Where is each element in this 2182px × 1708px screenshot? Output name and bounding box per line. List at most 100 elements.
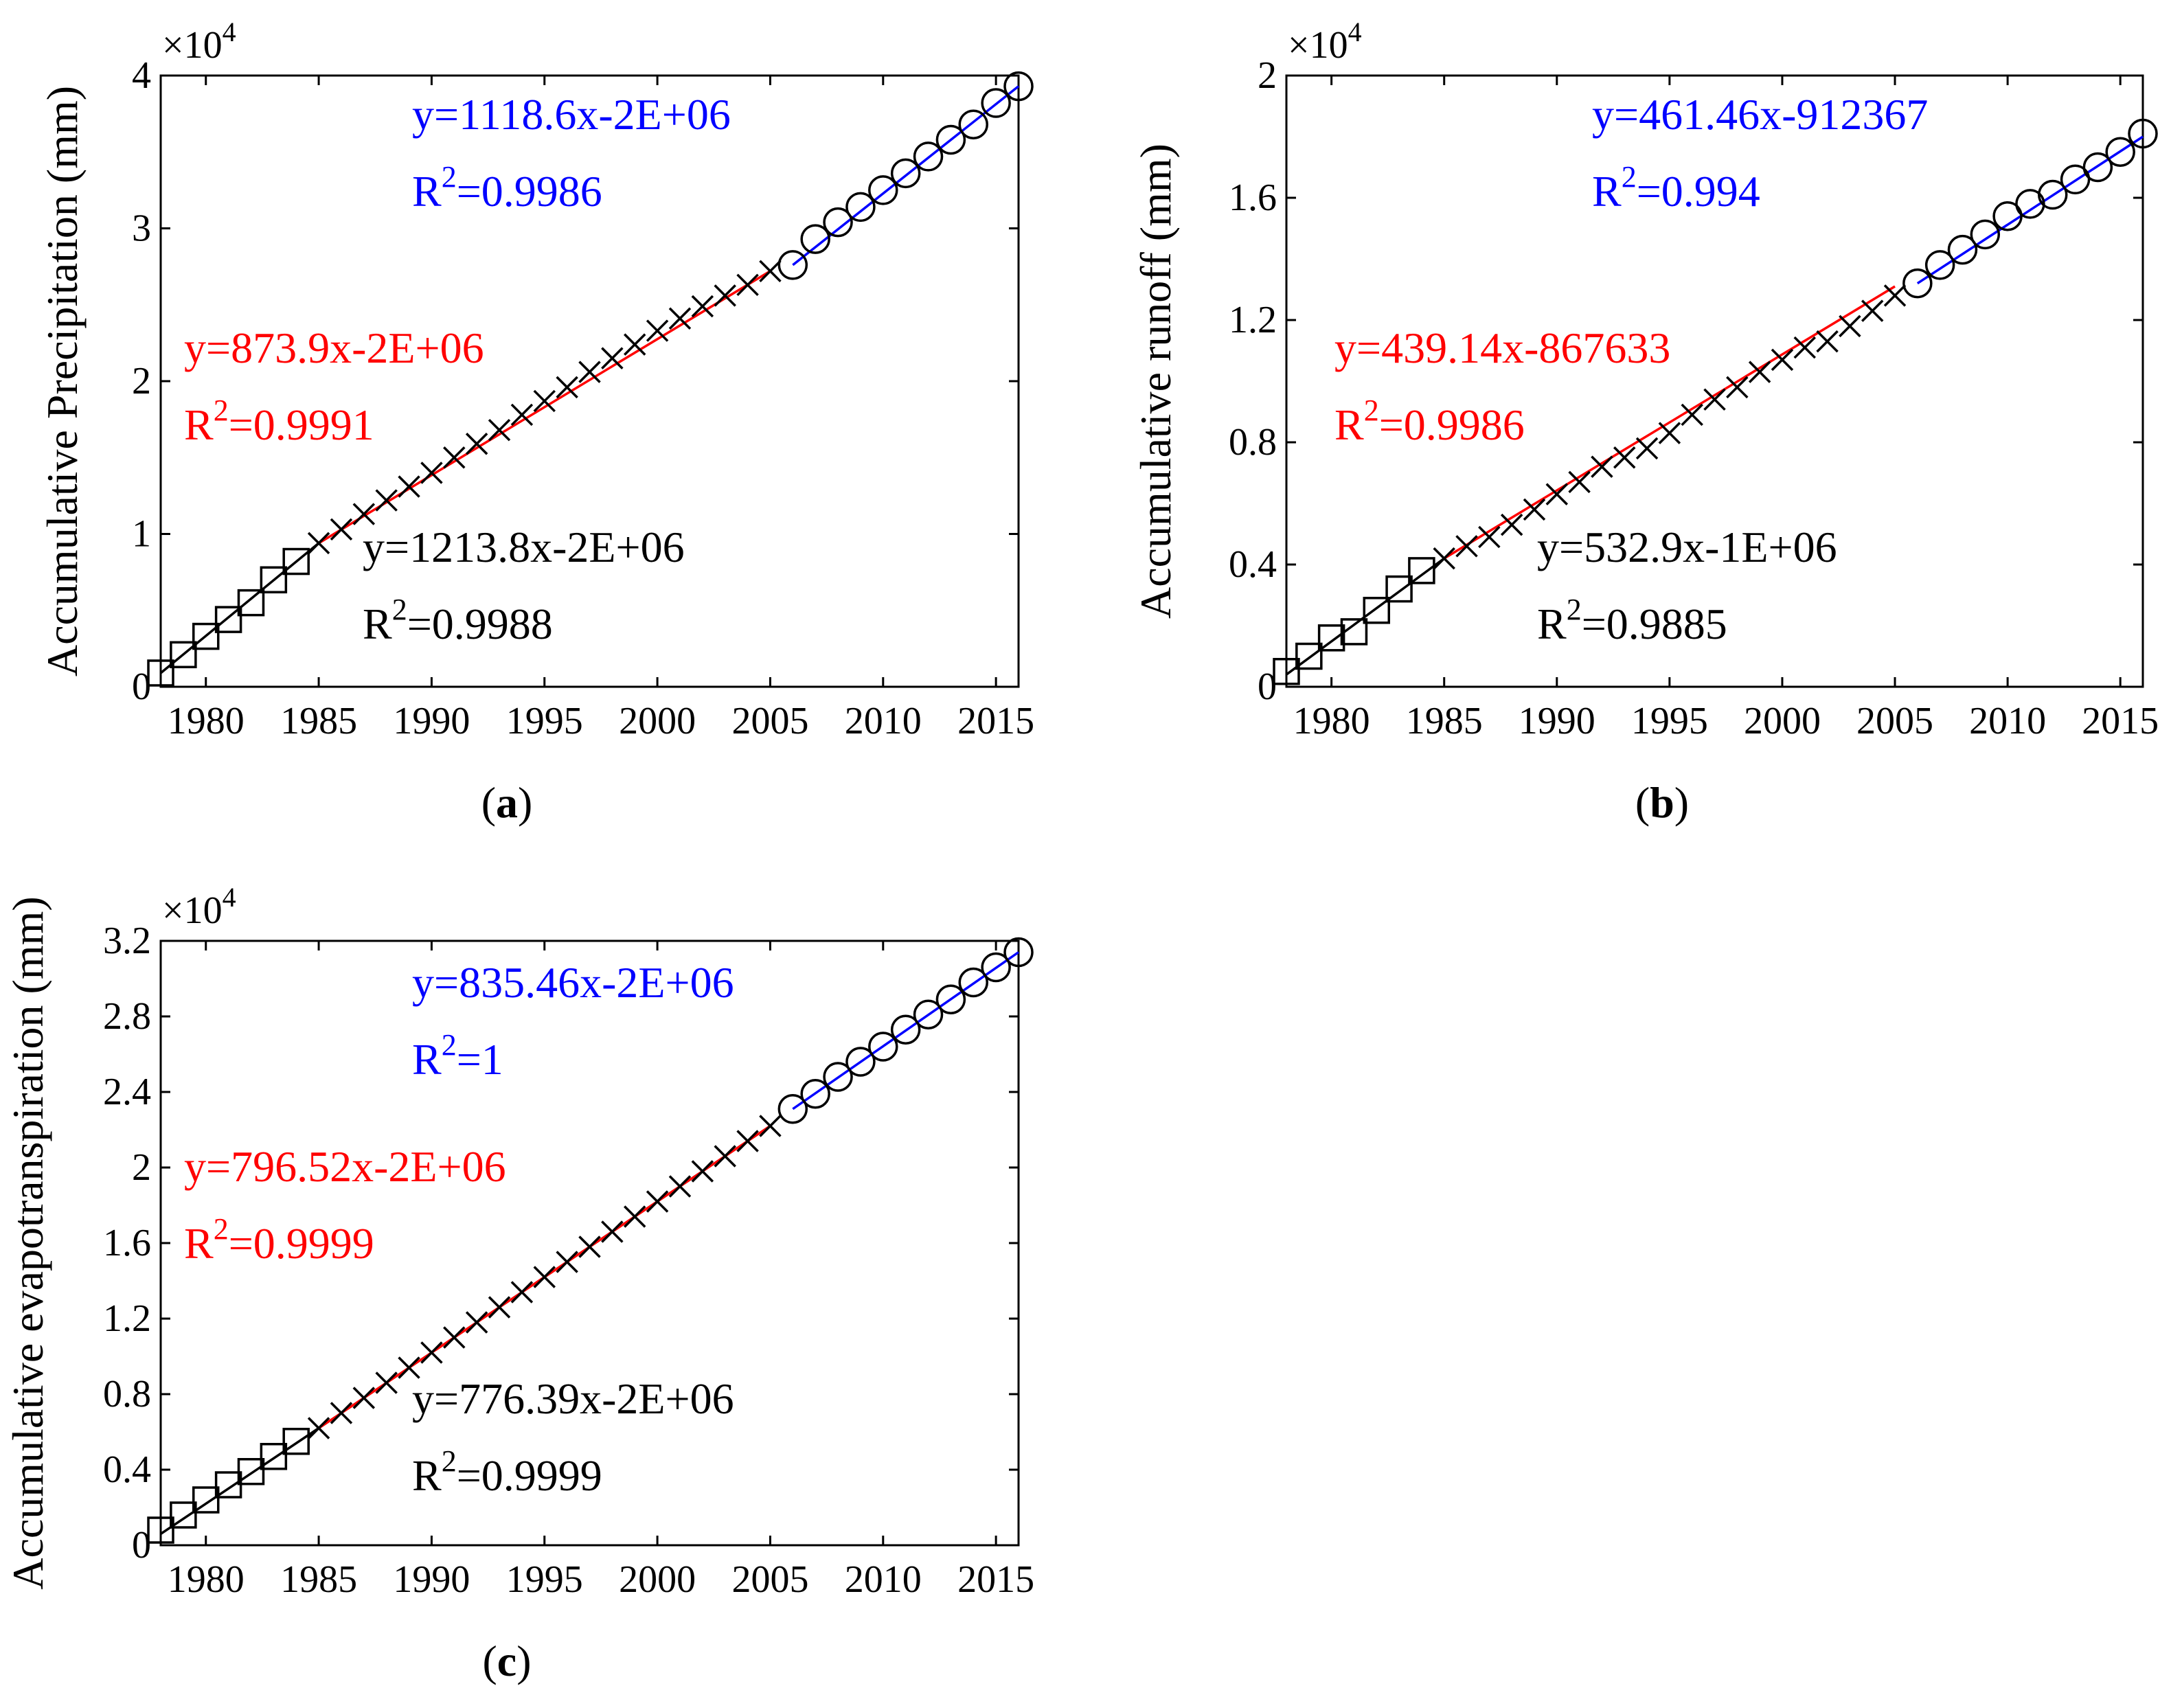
- data-point-x: [1635, 437, 1659, 460]
- y-tick-label: 3.2: [103, 920, 151, 962]
- y-tick-label: 0.8: [103, 1373, 151, 1415]
- x-tick-label: 1980: [1293, 700, 1370, 742]
- panel-caption: (c): [482, 1637, 531, 1685]
- y-tick-label: 1.2: [103, 1297, 151, 1340]
- data-point-x-stroke: [1568, 470, 1591, 494]
- data-point-x: [646, 1190, 669, 1213]
- r-squared-label: R2=0.9999: [412, 1444, 602, 1500]
- data-point-x: [375, 1371, 398, 1394]
- data-point-circle: [2082, 152, 2113, 183]
- data-point-square: [237, 589, 265, 617]
- y-tick-label: 2: [132, 360, 151, 402]
- data-point-square: [1273, 658, 1300, 685]
- data-point-circle: [800, 1079, 830, 1109]
- data-point-x-stroke: [465, 432, 488, 455]
- data-point-x-stroke: [691, 1160, 714, 1183]
- data-point-circle: [958, 109, 989, 139]
- data-point-x: [488, 418, 511, 442]
- data-point-x: [1703, 388, 1726, 411]
- data-point-x: [1500, 513, 1523, 536]
- data-point-x-stroke: [578, 361, 601, 383]
- data-point-square: [282, 547, 310, 576]
- fit-line: [1916, 135, 2144, 285]
- data-point-x: [1883, 284, 1907, 307]
- data-point-circle: [1947, 234, 1978, 265]
- data-point-circle: [1902, 268, 1933, 299]
- data-point-x-stroke: [1771, 348, 1794, 372]
- data-point-x-stroke: [556, 376, 578, 399]
- data-point-x: [759, 1115, 782, 1137]
- fit-line: [1443, 285, 1896, 560]
- data-point-x-stroke: [1793, 336, 1817, 359]
- data-point-x-stroke: [578, 1236, 601, 1258]
- y-tick-label: 4: [132, 54, 151, 97]
- r-squared-label: R2=0.9991: [184, 394, 374, 449]
- data-point-x-stroke: [307, 1417, 330, 1439]
- r-squared-label: R2=1: [412, 1028, 503, 1084]
- regression-equation: y=796.52x-2E+06: [184, 1142, 506, 1191]
- data-point-x: [1658, 422, 1681, 444]
- x-tick-label: 2015: [2082, 700, 2159, 742]
- data-point-x-stroke: [736, 273, 759, 297]
- data-point-circle: [935, 984, 966, 1014]
- data-point-x-stroke: [668, 307, 692, 330]
- data-point-x-stroke: [375, 1371, 398, 1394]
- data-point-x-stroke: [1726, 376, 1749, 399]
- x-tick-label: 1980: [168, 700, 245, 742]
- data-point-x-stroke: [646, 319, 669, 342]
- data-point-square: [214, 606, 242, 633]
- data-point-x-stroke: [623, 333, 646, 356]
- data-point-circle: [2105, 137, 2135, 167]
- data-point-x-stroke: [1433, 547, 1455, 570]
- y-axis-label: Accumulative runoff (mm): [1131, 144, 1180, 619]
- data-point-x: [465, 432, 488, 455]
- data-point-x-stroke: [1455, 535, 1478, 558]
- x-tick-label: 1990: [393, 1558, 470, 1601]
- x-tick-label: 1985: [280, 1558, 357, 1601]
- data-point-x-stroke: [352, 1387, 376, 1409]
- data-point-square: [192, 622, 220, 650]
- data-point-x: [443, 1326, 466, 1349]
- data-point-x-stroke: [1613, 446, 1636, 469]
- data-point-x-stroke: [668, 1175, 692, 1198]
- data-point-x-stroke: [759, 1115, 782, 1137]
- data-point-circle: [2060, 164, 2091, 195]
- data-point-x: [330, 518, 353, 541]
- data-point-x: [375, 489, 398, 512]
- data-point-x: [1523, 498, 1546, 521]
- y-tick-label: 3: [132, 207, 151, 250]
- data-point-circle: [777, 1094, 808, 1124]
- x-tick-label: 1995: [1631, 700, 1708, 742]
- y-tick-label: 0.4: [1229, 543, 1277, 586]
- regression-equation: y=1213.8x-2E+06: [363, 523, 685, 571]
- x-tick-label: 1985: [1406, 700, 1483, 742]
- data-point-circle: [935, 124, 966, 155]
- data-point-square: [237, 1458, 265, 1485]
- x-tick-label: 2000: [619, 1558, 696, 1601]
- data-point-circle: [777, 250, 808, 280]
- data-point-square: [1295, 642, 1323, 670]
- x-tick-label: 1995: [506, 1558, 583, 1601]
- r-squared-label: R2=0.9986: [412, 160, 602, 216]
- data-point-x-stroke: [1635, 437, 1659, 460]
- data-point-x: [1748, 361, 1771, 383]
- data-point-square: [1363, 597, 1391, 624]
- data-point-x-stroke: [556, 1251, 578, 1273]
- data-point-x-stroke: [1748, 361, 1771, 383]
- data-point-x: [1433, 547, 1455, 570]
- data-point-x: [646, 319, 669, 342]
- chart-panel-c: 1980 1985 1990 1995 2000 2005 2010 201500.40.81…: [3, 882, 1034, 1685]
- data-point-x-stroke: [691, 295, 714, 318]
- data-point-x-stroke: [510, 403, 534, 426]
- data-point-x-stroke: [420, 1341, 443, 1364]
- data-point-x: [714, 284, 736, 307]
- data-point-x: [1613, 446, 1636, 469]
- data-point-circle: [1992, 201, 2023, 231]
- data-point-x-stroke: [601, 347, 624, 369]
- data-point-x-stroke: [1478, 525, 1501, 549]
- x-tick-label: 2005: [1856, 700, 1933, 742]
- data-point-x-stroke: [736, 1130, 759, 1152]
- data-point-x-stroke: [420, 462, 443, 484]
- data-point-square: [192, 1486, 220, 1514]
